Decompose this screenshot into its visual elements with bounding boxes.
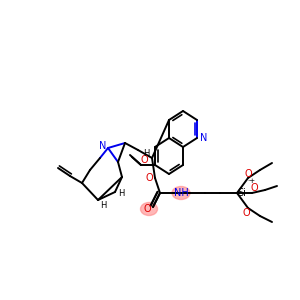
Text: N: N — [200, 133, 208, 143]
Text: NH: NH — [174, 188, 188, 198]
Text: H: H — [118, 190, 124, 199]
Text: ·+: ·+ — [247, 178, 255, 184]
Text: H: H — [100, 200, 106, 209]
Ellipse shape — [172, 187, 190, 200]
Text: O: O — [145, 173, 153, 183]
Text: O: O — [250, 183, 258, 193]
Ellipse shape — [140, 202, 158, 215]
Text: O: O — [242, 208, 250, 218]
Text: O: O — [244, 169, 252, 179]
Text: O: O — [140, 155, 148, 165]
Text: N: N — [99, 141, 107, 151]
Text: O: O — [143, 204, 151, 214]
Text: Si: Si — [238, 188, 246, 198]
Text: H: H — [143, 149, 149, 158]
